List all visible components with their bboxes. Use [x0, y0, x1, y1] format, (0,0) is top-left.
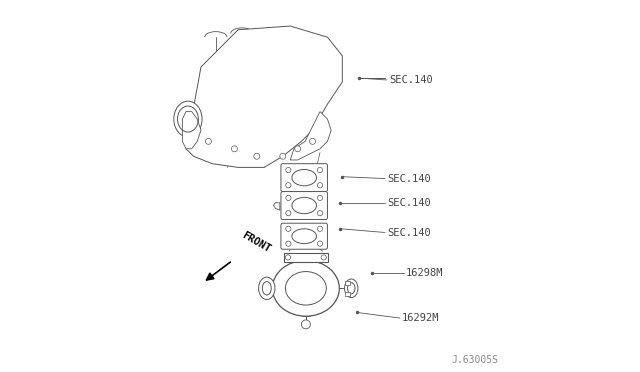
Circle shape: [286, 195, 291, 201]
Polygon shape: [273, 203, 280, 210]
Text: SEC.140: SEC.140: [387, 198, 431, 208]
Circle shape: [286, 226, 291, 231]
Circle shape: [280, 153, 286, 159]
Ellipse shape: [259, 277, 275, 299]
Circle shape: [317, 195, 323, 201]
Text: FRONT: FRONT: [240, 231, 272, 255]
Polygon shape: [291, 112, 331, 160]
Circle shape: [317, 211, 323, 216]
Text: J.63005S: J.63005S: [452, 355, 499, 365]
Circle shape: [286, 211, 291, 216]
Circle shape: [286, 167, 291, 173]
Text: 16292M: 16292M: [402, 313, 439, 323]
Circle shape: [286, 183, 291, 188]
FancyBboxPatch shape: [281, 192, 328, 219]
Circle shape: [294, 146, 301, 152]
Circle shape: [286, 241, 291, 246]
Circle shape: [321, 255, 326, 260]
Bar: [284, 253, 328, 262]
FancyBboxPatch shape: [281, 164, 328, 192]
Bar: [345, 281, 350, 285]
Circle shape: [232, 146, 237, 152]
Circle shape: [317, 183, 323, 188]
Bar: [345, 292, 350, 296]
Circle shape: [317, 226, 323, 231]
Circle shape: [254, 153, 260, 159]
Circle shape: [205, 138, 211, 144]
Ellipse shape: [344, 279, 358, 298]
Circle shape: [317, 241, 323, 246]
Circle shape: [285, 255, 291, 260]
Text: SEC.140: SEC.140: [387, 228, 431, 237]
FancyBboxPatch shape: [281, 223, 328, 249]
Ellipse shape: [273, 260, 339, 316]
Polygon shape: [186, 26, 342, 167]
Circle shape: [317, 167, 323, 173]
Text: SEC.140: SEC.140: [387, 174, 431, 183]
Text: SEC.140: SEC.140: [389, 75, 433, 85]
Circle shape: [310, 138, 316, 144]
Text: 16298M: 16298M: [406, 269, 443, 278]
Ellipse shape: [174, 101, 202, 137]
Circle shape: [301, 320, 310, 329]
Polygon shape: [182, 112, 201, 149]
